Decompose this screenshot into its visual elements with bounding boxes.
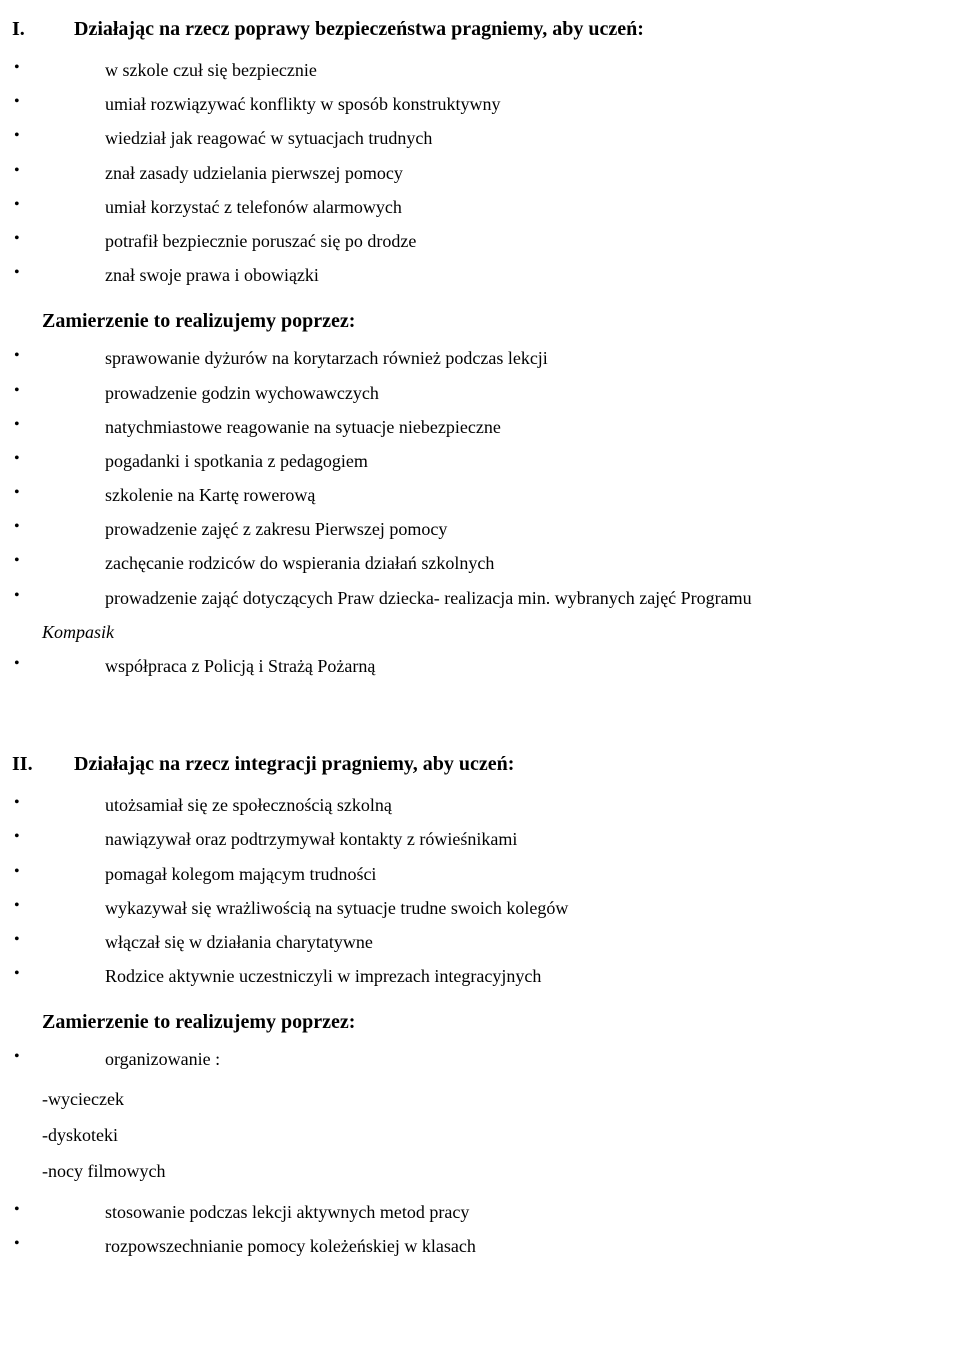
list-item: szkolenie na Kartę rowerową xyxy=(10,478,950,512)
list-item: umiał korzystać z telefonów alarmowych xyxy=(10,190,950,224)
dash-line: -nocy filmowych xyxy=(42,1153,950,1189)
list-item: organizowanie : xyxy=(10,1042,950,1076)
section-number: II. xyxy=(12,753,46,776)
list-item: znał zasady udzielania pierwszej pomocy xyxy=(10,156,950,190)
dash-line: -dyskoteki xyxy=(42,1117,950,1153)
subheading: Zamierzenie to realizujemy poprzez: xyxy=(42,310,950,333)
list-item: pogadanki i spotkania z pedagogiem xyxy=(10,444,950,478)
list-item: nawiązywał oraz podtrzymywał kontakty z … xyxy=(10,822,950,856)
list-item: w szkole czuł się bezpiecznie xyxy=(10,53,950,87)
section-heading: I. Działając na rzecz poprawy bezpieczeń… xyxy=(10,18,950,41)
list-item: prowadzenie godzin wychowawczych xyxy=(10,376,950,410)
section-title: Działając na rzecz poprawy bezpieczeństw… xyxy=(74,18,644,41)
list-item: włączał się w działania charytatywne xyxy=(10,925,950,959)
bullet-list: stosowanie podczas lekcji aktywnych meto… xyxy=(10,1195,950,1263)
list-item: rozpowszechnianie pomocy koleżeńskiej w … xyxy=(10,1229,950,1263)
dash-line: -wycieczek xyxy=(42,1081,950,1117)
bullet-list: utożsamiał się ze społecznością szkolną … xyxy=(10,788,950,993)
list-item: stosowanie podczas lekcji aktywnych meto… xyxy=(10,1195,950,1229)
bullet-list: w szkole czuł się bezpiecznie umiał rozw… xyxy=(10,53,950,292)
list-item: wykazywał się wrażliwością na sytuacje t… xyxy=(10,891,950,925)
list-item: wiedział jak reagować w sytuacjach trudn… xyxy=(10,121,950,155)
list-item: współpraca z Policją i Strażą Pożarną xyxy=(10,649,950,683)
list-item: sprawowanie dyżurów na korytarzach równi… xyxy=(10,341,950,375)
list-item: prowadzenie zajęć z zakresu Pierwszej po… xyxy=(10,512,950,546)
bullet-list: współpraca z Policją i Strażą Pożarną xyxy=(10,649,950,683)
list-item: znał swoje prawa i obowiązki xyxy=(10,258,950,292)
list-item: pomagał kolegom mającym trudności xyxy=(10,857,950,891)
list-item: natychmiastowe reagowanie na sytuacje ni… xyxy=(10,410,950,444)
list-item: Rodzice aktywnie uczestniczyli w impreza… xyxy=(10,959,950,993)
section-heading: II. Działając na rzecz integracji pragni… xyxy=(10,753,950,776)
bullet-list: organizowanie : xyxy=(10,1042,950,1076)
bullet-list: sprawowanie dyżurów na korytarzach równi… xyxy=(10,341,950,615)
subheading: Zamierzenie to realizujemy poprzez: xyxy=(42,1011,950,1034)
list-item: potrafił bezpiecznie poruszać się po dro… xyxy=(10,224,950,258)
italic-continuation: Kompasik xyxy=(42,615,950,649)
list-item: umiał rozwiązywać konflikty w sposób kon… xyxy=(10,87,950,121)
section-number: I. xyxy=(12,18,46,41)
section-title: Działając na rzecz integracji pragniemy,… xyxy=(74,753,514,776)
list-item: prowadzenie zająć dotyczących Praw dziec… xyxy=(10,581,950,615)
list-item: utożsamiał się ze społecznością szkolną xyxy=(10,788,950,822)
list-item: zachęcanie rodziców do wspierania działa… xyxy=(10,546,950,580)
